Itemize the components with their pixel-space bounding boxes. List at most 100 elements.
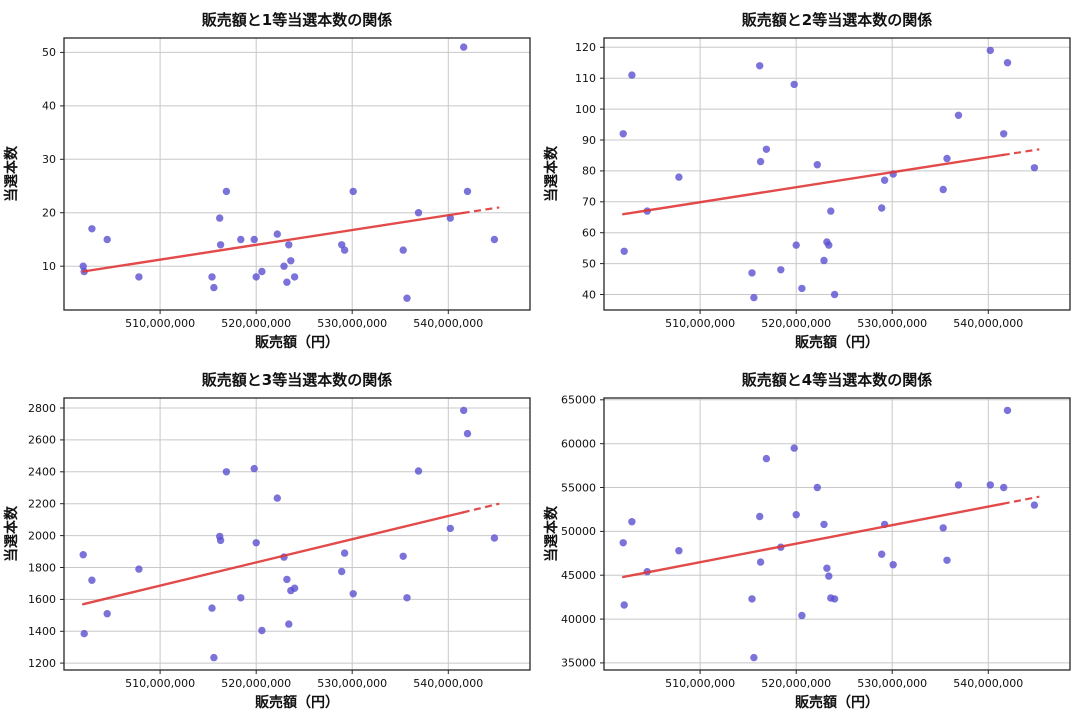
- data-point: [878, 204, 886, 212]
- trend-line-dashed: [1002, 148, 1040, 157]
- data-point: [986, 481, 994, 489]
- data-point: [1003, 59, 1012, 67]
- y-axis-label: 当選本数: [543, 145, 560, 202]
- data-point: [403, 594, 411, 602]
- data-point: [628, 518, 636, 526]
- x-tick-label: 510,000,000: [125, 317, 195, 330]
- data-point: [777, 266, 785, 274]
- y-tick-label: 1800: [28, 561, 56, 574]
- y-tick-label: 2600: [28, 434, 56, 447]
- data-point: [939, 185, 947, 194]
- data-point: [216, 241, 225, 249]
- y-tick-label: 1200: [28, 657, 56, 670]
- trend-line-dashed: [462, 206, 500, 215]
- data-point: [252, 273, 260, 281]
- y-tick-label: 2800: [28, 402, 56, 415]
- chart-title: 販売額と2等当選本数の関係: [742, 11, 932, 29]
- data-point: [88, 225, 96, 233]
- y-tick-label: 60000: [561, 438, 596, 451]
- data-point: [283, 575, 291, 584]
- data-point: [792, 511, 800, 519]
- data-point: [813, 483, 821, 492]
- data-point: [222, 187, 231, 196]
- scatter-chart-4th-prize: 510,000,000 520,000,000 530,000,000 540,000…: [543, 371, 1071, 711]
- data-point: [210, 283, 218, 292]
- data-point: [460, 43, 468, 51]
- trend-line-solid: [621, 502, 1004, 579]
- data-point: [490, 534, 499, 542]
- y-tick-label: 50: [582, 257, 596, 270]
- data-point: [943, 556, 951, 564]
- x-tick-label: 530,000,000: [857, 317, 927, 330]
- x-axis-label: 販売額（円）: [255, 334, 339, 351]
- plot-frame: [63, 37, 531, 311]
- x-tick-label: 510,000,000: [665, 677, 735, 690]
- x-tick-label: 540,000,000: [413, 677, 483, 690]
- data-point: [210, 653, 218, 662]
- data-point: [287, 257, 295, 265]
- y-axis-label: 当選本数: [543, 505, 560, 562]
- x-tick-label: 540,000,000: [953, 677, 1023, 690]
- data-point: [340, 246, 349, 254]
- data-point: [762, 454, 771, 463]
- y-tick-label: 100: [575, 103, 596, 116]
- data-point: [414, 209, 423, 217]
- data-point: [620, 247, 628, 255]
- data-point: [820, 520, 828, 529]
- data-point: [790, 80, 798, 89]
- data-point: [273, 494, 281, 502]
- data-point: [628, 71, 636, 79]
- data-point: [340, 549, 349, 557]
- y-tick-label: 35000: [561, 657, 596, 670]
- data-point: [943, 154, 951, 163]
- data-point: [285, 241, 293, 249]
- data-point: [237, 594, 245, 602]
- data-point: [490, 235, 499, 244]
- data-point: [619, 130, 627, 138]
- data-point: [756, 558, 765, 566]
- y-tick-label: 45000: [561, 569, 596, 582]
- y-tick-label: 50: [42, 46, 56, 59]
- y-tick-label: 20: [42, 207, 56, 220]
- y-tick-label: 110: [575, 72, 596, 85]
- data-point: [1000, 130, 1008, 138]
- x-tick-label: 520,000,000: [221, 677, 291, 690]
- y-tick-label: 30: [42, 153, 56, 166]
- data-point: [986, 46, 994, 55]
- data-point: [878, 550, 886, 558]
- data-point: [820, 256, 828, 265]
- data-point: [285, 620, 293, 628]
- x-tick-label: 530,000,000: [317, 677, 387, 690]
- data-point: [750, 653, 758, 662]
- data-point: [830, 595, 839, 603]
- y-tick-label: 55000: [561, 481, 596, 494]
- trend-line-dashed: [462, 502, 500, 514]
- data-point: [830, 290, 839, 299]
- data-point: [756, 157, 765, 166]
- x-axis-label: 販売額（円）: [795, 334, 879, 351]
- x-tick-label: 520,000,000: [761, 677, 831, 690]
- data-point: [135, 565, 143, 573]
- data-point: [208, 273, 216, 281]
- scatter-chart-2nd-prize: 510,000,000 520,000,000 530,000,000 540,000…: [543, 11, 1071, 351]
- subplot-4th-prize: 510,000,000 520,000,000 530,000,000 540,000…: [540, 360, 1080, 720]
- y-axis-label: 当選本数: [3, 145, 20, 202]
- data-point: [460, 406, 468, 415]
- data-point: [258, 626, 266, 635]
- data-point: [403, 294, 411, 302]
- plot-frame: [603, 37, 1071, 311]
- data-point: [939, 524, 947, 532]
- data-point: [1000, 483, 1008, 492]
- y-tick-label: 80: [582, 165, 596, 178]
- subplot-2nd-prize: 510,000,000 520,000,000 530,000,000 540,000…: [540, 0, 1080, 360]
- y-tick-label: 120: [575, 41, 596, 54]
- data-point: [88, 576, 96, 584]
- data-point: [216, 536, 225, 545]
- x-tick-label: 510,000,000: [125, 677, 195, 690]
- x-tick-label: 520,000,000: [761, 317, 831, 330]
- data-point: [880, 176, 889, 184]
- data-point: [620, 601, 628, 609]
- y-tick-label: 60: [582, 227, 596, 240]
- y-tick-label: 2000: [28, 529, 56, 542]
- data-point: [80, 629, 88, 638]
